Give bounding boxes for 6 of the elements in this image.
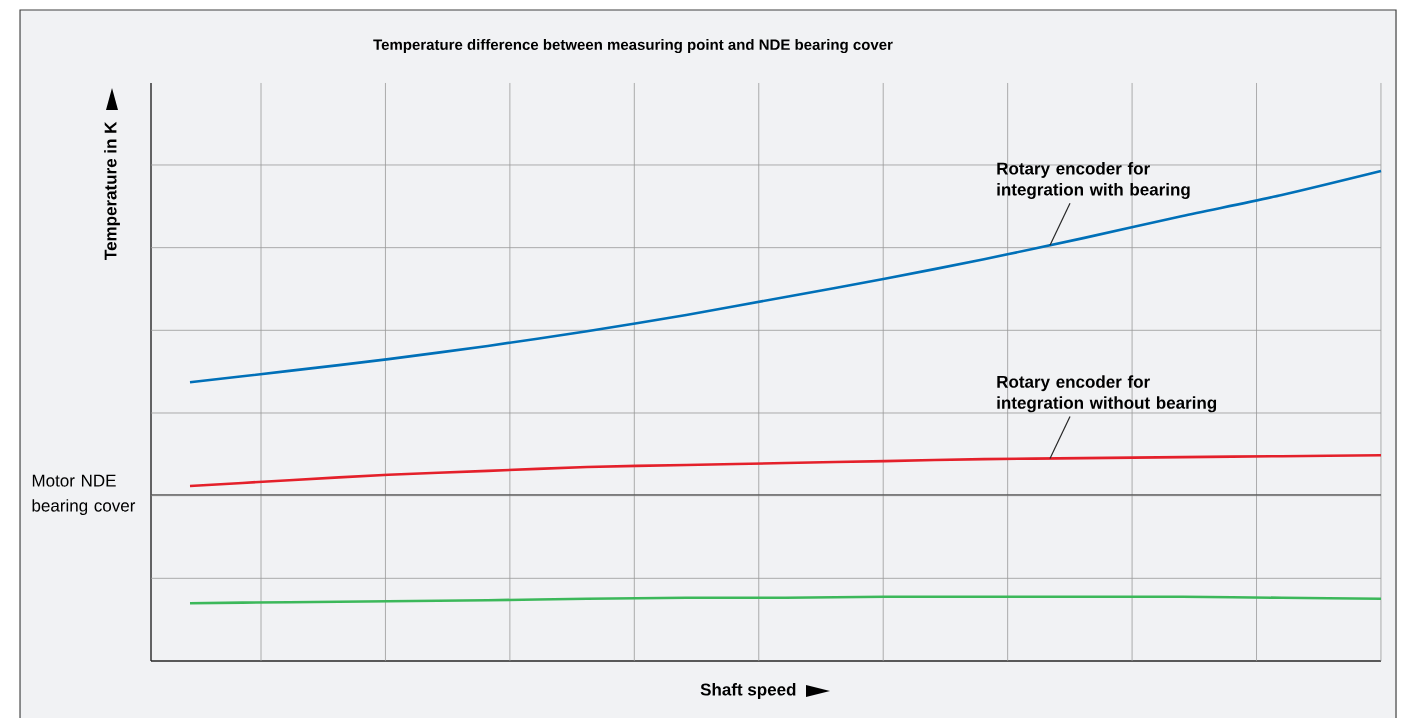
chart-title: Temperature difference between measuring point and NDE bearing cover bbox=[373, 38, 893, 54]
series-label: Rotary encoder for integration with bearing bbox=[997, 162, 1190, 199]
ref-line-label: Motor NDE bearing cover bbox=[32, 474, 136, 515]
y-axis-title: Temperature in K bbox=[104, 121, 120, 260]
text: Rotary encoder for integration without bearing bbox=[997, 375, 1217, 413]
x-axis-title: Shaft speed bbox=[700, 683, 796, 699]
